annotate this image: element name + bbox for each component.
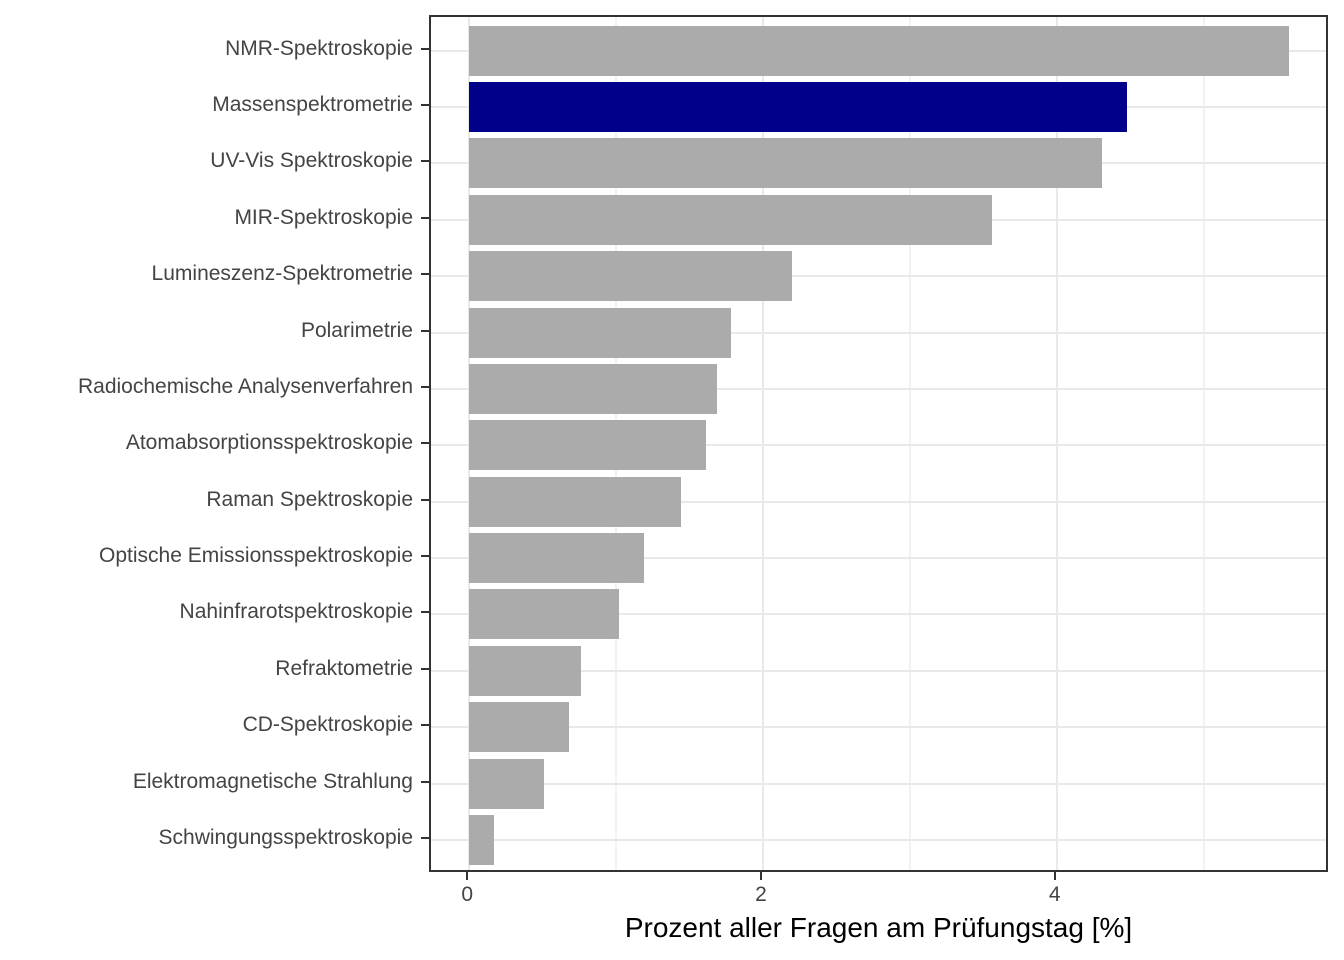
major-gridline-vertical [1055,17,1058,870]
y-axis-tick [421,385,429,388]
x-axis-title: Prozent aller Fragen am Prüfungstag [%] [624,912,1133,943]
major-gridline-horizontal [431,275,1326,278]
major-gridline-vertical [761,17,764,870]
y-axis-label: Raman Spektroskopie [206,487,413,511]
y-axis-label: Lumineszenz-Spektrometrie [151,262,413,286]
bar [469,251,793,302]
major-gridline-horizontal [431,669,1326,672]
y-axis-tick [421,498,429,501]
y-axis-tick [421,724,429,727]
y-axis-label: Radiochemische Analysenverfahren [77,374,413,398]
y-axis-label: Elektromagnetische Strahlung [132,769,413,793]
minor-gridline-vertical [1202,17,1205,870]
bar-highlighted [469,81,1128,132]
y-axis-label: Schwingungsspektroskopie [158,825,413,849]
y-axis-label: NMR-Spektroskopie [225,36,413,60]
y-axis-tick [421,216,429,219]
major-gridline-horizontal [431,613,1326,616]
y-axis-tick [421,555,429,558]
x-axis-tick [466,872,469,880]
bar [469,420,706,471]
y-axis-label: Massenspektrometrie [212,92,413,116]
y-axis-label: CD-Spektroskopie [242,713,413,737]
x-axis-tick-label: 4 [1048,883,1061,906]
y-axis-tick [421,442,429,445]
bar [469,476,681,527]
y-axis-tick [421,667,429,670]
bar [469,307,731,358]
bar [469,194,993,245]
major-gridline-horizontal [431,782,1326,785]
bar [469,25,1289,76]
y-axis-label: Refraktometrie [275,656,413,680]
major-gridline-horizontal [431,331,1326,334]
y-axis-label: Optische Emissionsspektroskopie [99,544,413,568]
bar [469,645,581,696]
y-axis-tick [421,780,429,783]
bar [469,533,644,584]
y-axis-tick [421,611,429,614]
bar [469,138,1103,189]
plot-panel [429,15,1328,872]
x-axis-tick [759,872,762,880]
y-axis-label: MIR-Spektroskopie [234,205,413,229]
y-axis-tick [421,329,429,332]
y-axis-tick [421,47,429,50]
major-gridline-horizontal [431,444,1326,447]
x-axis-tick [1053,872,1056,880]
bar [469,589,620,640]
major-gridline-horizontal [431,726,1326,729]
y-axis-label: UV-Vis Spektroskopie [210,149,413,173]
y-axis-label: Nahinfrarotspektroskopie [179,600,413,624]
major-gridline-horizontal [431,838,1326,841]
major-gridline-horizontal [431,500,1326,503]
bar [469,814,495,865]
x-axis-tick-label: 2 [755,883,767,906]
bar [469,702,570,753]
x-axis-tick-label: 0 [461,883,474,906]
minor-gridline-vertical [908,17,911,870]
y-axis-tick [421,836,429,839]
y-axis-tick [421,103,429,106]
bar [469,758,545,809]
major-gridline-horizontal [431,387,1326,390]
major-gridline-horizontal [431,557,1326,560]
y-axis-label: Polarimetrie [300,318,413,342]
y-axis-label: Atomabsorptionsspektroskopie [125,431,413,455]
y-axis-tick [421,273,429,276]
y-axis-tick [421,160,429,163]
bar [469,363,718,414]
